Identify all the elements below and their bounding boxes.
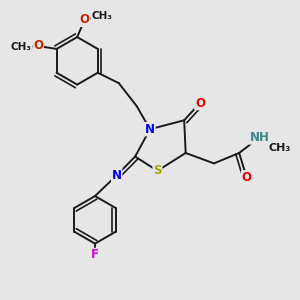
Text: NH: NH — [249, 131, 269, 144]
Text: N: N — [112, 169, 122, 182]
Text: N: N — [145, 123, 155, 136]
Text: S: S — [153, 164, 162, 177]
Text: F: F — [91, 248, 99, 261]
Text: O: O — [80, 13, 90, 26]
Text: O: O — [242, 171, 252, 184]
Text: CH₃: CH₃ — [11, 43, 32, 52]
Text: CH₃: CH₃ — [91, 11, 112, 21]
Text: CH₃: CH₃ — [268, 142, 290, 153]
Text: O: O — [33, 40, 43, 52]
Text: O: O — [195, 97, 205, 110]
